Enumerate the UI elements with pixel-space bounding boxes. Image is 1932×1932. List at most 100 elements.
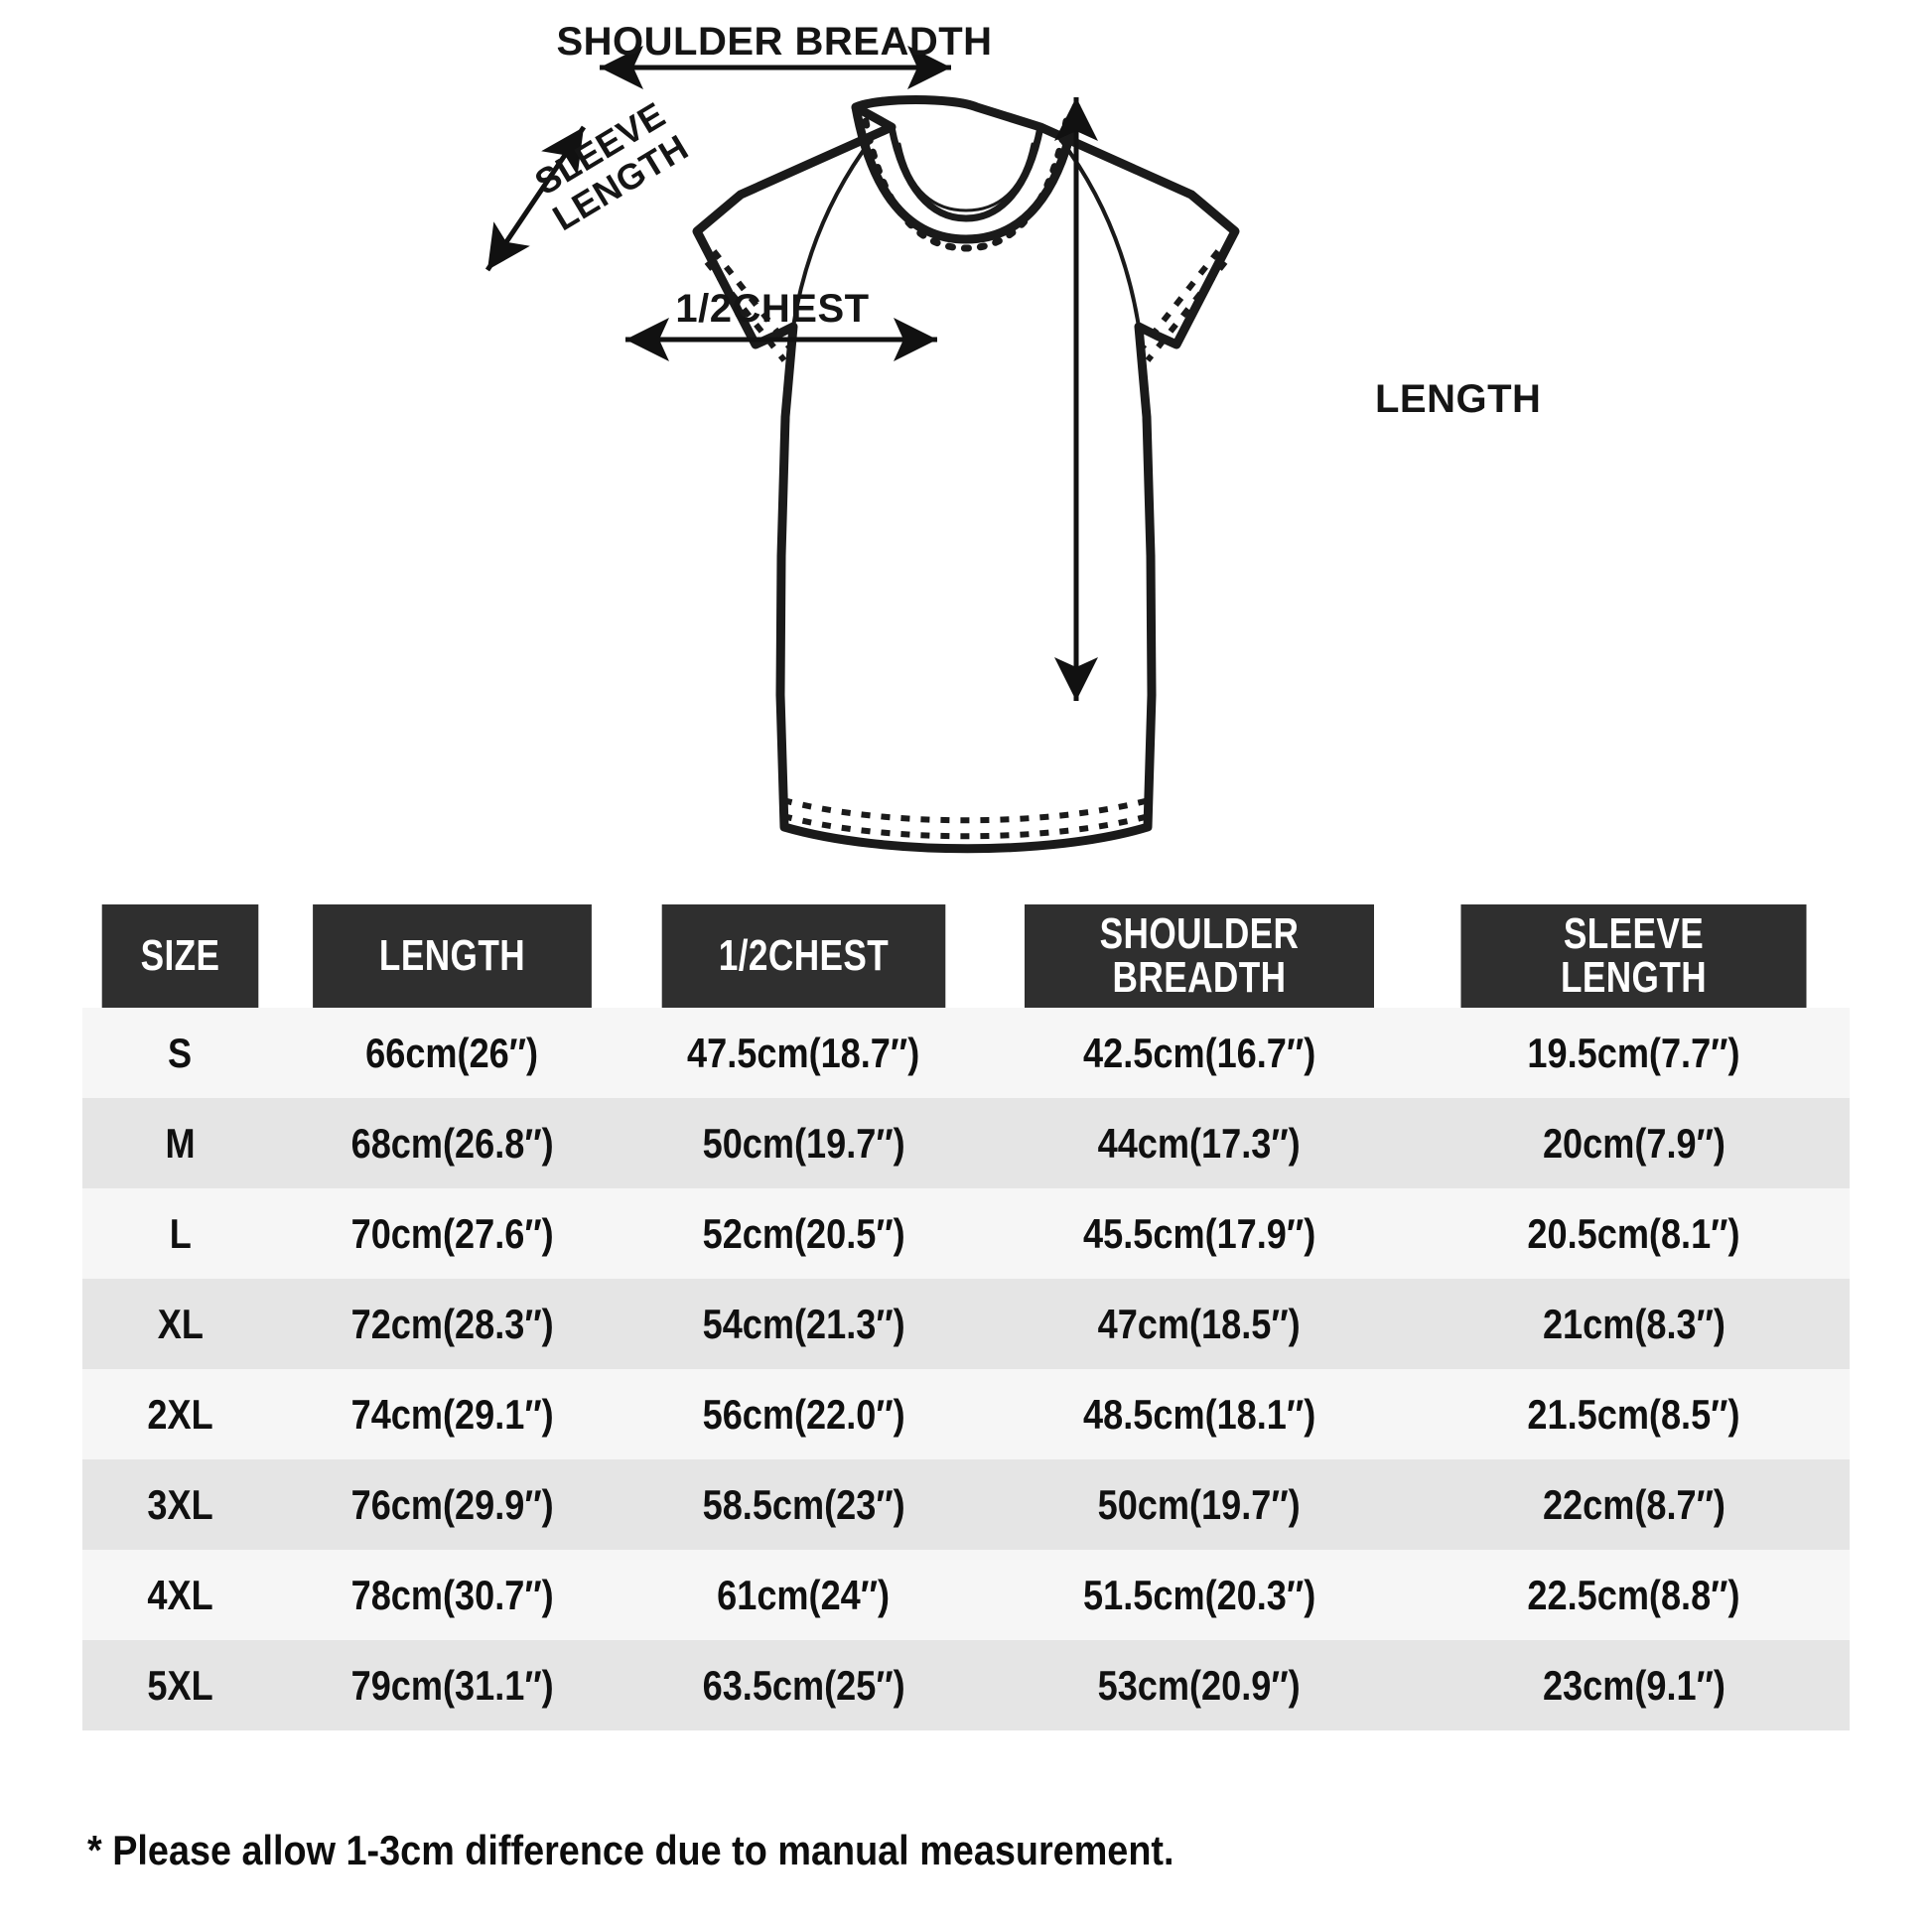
cell-shoulder-breadth-text: 50cm(19.7″)	[1097, 1480, 1302, 1528]
cell-sleeve-length: 23cm(9.1″)	[1418, 1640, 1850, 1730]
cell-size: L	[82, 1188, 278, 1279]
cell-length-text: 68cm(26.8″)	[350, 1119, 554, 1167]
cell-sleeve-length-text: 20cm(7.9″)	[1542, 1119, 1725, 1167]
table-header-row: SIZE LENGTH 1/2CHEST SHOULDER BREADTH	[82, 904, 1850, 1008]
cell-shoulder-breadth: 50cm(19.7″)	[981, 1459, 1418, 1550]
cell-size-text: L	[169, 1209, 192, 1257]
cell-sleeve-length-text: 22.5cm(8.8″)	[1527, 1571, 1740, 1618]
cell-sleeve-length-text: 22cm(8.7″)	[1542, 1480, 1725, 1528]
cell-half-chest: 52cm(20.5″)	[626, 1188, 981, 1279]
tshirt-outline	[692, 95, 1240, 854]
length-label: LENGTH	[1375, 377, 1542, 421]
cell-size-text: 2XL	[147, 1390, 213, 1438]
sleeve-length-arrow	[484, 125, 587, 272]
tshirt-diagram-svg	[484, 46, 1240, 854]
table-row: M 68cm(26.8″) 50cm(19.7″) 44cm(17.3″) 20…	[82, 1098, 1850, 1188]
cell-length-text: 74cm(29.1″)	[350, 1390, 554, 1438]
cell-half-chest: 50cm(19.7″)	[626, 1098, 981, 1188]
cell-shoulder-breadth-text: 42.5cm(16.7″)	[1082, 1029, 1316, 1076]
cell-size-text: 4XL	[147, 1571, 213, 1618]
cell-sleeve-length: 22cm(8.7″)	[1418, 1459, 1850, 1550]
table-header: SIZE LENGTH 1/2CHEST SHOULDER BREADTH	[82, 904, 1850, 1008]
column-header-shoulder-breadth-line2: BREADTH	[1112, 953, 1287, 1002]
cell-half-chest-text: 54cm(21.3″)	[702, 1300, 905, 1347]
cell-length: 68cm(26.8″)	[278, 1098, 626, 1188]
cell-length: 76cm(29.9″)	[278, 1459, 626, 1550]
cell-half-chest: 61cm(24″)	[626, 1550, 981, 1640]
cell-half-chest-text: 52cm(20.5″)	[702, 1209, 905, 1257]
cell-length: 74cm(29.1″)	[278, 1369, 626, 1459]
cell-half-chest: 56cm(22.0″)	[626, 1369, 981, 1459]
cell-half-chest: 63.5cm(25″)	[626, 1640, 981, 1730]
cell-sleeve-length-text: 20.5cm(8.1″)	[1527, 1209, 1740, 1257]
column-header-sleeve-length-line2: LENGTH	[1560, 953, 1708, 1002]
cell-shoulder-breadth-text: 51.5cm(20.3″)	[1082, 1571, 1316, 1618]
cell-shoulder-breadth-text: 48.5cm(18.1″)	[1082, 1390, 1316, 1438]
table-row: XL 72cm(28.3″) 54cm(21.3″) 47cm(18.5″) 2…	[82, 1279, 1850, 1369]
cell-size: M	[82, 1098, 278, 1188]
cell-size: S	[82, 1008, 278, 1098]
size-chart-table: SIZE LENGTH 1/2CHEST SHOULDER BREADTH	[82, 904, 1850, 1730]
right-sleeve-hem-stitch-2	[1145, 260, 1228, 362]
cell-length: 79cm(31.1″)	[278, 1640, 626, 1730]
cell-sleeve-length: 20cm(7.9″)	[1418, 1098, 1850, 1188]
cell-size: 3XL	[82, 1459, 278, 1550]
table-row: 3XL 76cm(29.9″) 58.5cm(23″) 50cm(19.7″) …	[82, 1459, 1850, 1550]
cell-sleeve-length: 21.5cm(8.5″)	[1418, 1369, 1850, 1459]
cell-shoulder-breadth-text: 47cm(18.5″)	[1097, 1300, 1302, 1347]
table-row: 5XL 79cm(31.1″) 63.5cm(25″) 53cm(20.9″) …	[82, 1640, 1850, 1730]
column-header-sleeve-length: SLEEVE LENGTH	[1460, 904, 1807, 1008]
column-header-length-line1: LENGTH	[378, 931, 526, 980]
cell-shoulder-breadth: 53cm(20.9″)	[981, 1640, 1418, 1730]
cell-length: 66cm(26″)	[278, 1008, 626, 1098]
cell-shoulder-breadth: 44cm(17.3″)	[981, 1098, 1418, 1188]
cell-size: 5XL	[82, 1640, 278, 1730]
cell-size: 2XL	[82, 1369, 278, 1459]
cell-shoulder-breadth: 51.5cm(20.3″)	[981, 1550, 1418, 1640]
cell-length-text: 72cm(28.3″)	[350, 1300, 554, 1347]
cell-length-text: 79cm(31.1″)	[350, 1661, 554, 1709]
cell-half-chest: 58.5cm(23″)	[626, 1459, 981, 1550]
measurement-disclaimer: * Please allow 1-3cm difference due to m…	[87, 1827, 1174, 1873]
cell-sleeve-length-text: 19.5cm(7.7″)	[1527, 1029, 1740, 1076]
cell-size-text: XL	[157, 1300, 204, 1347]
column-header-half-chest-line1: 1/2CHEST	[718, 931, 890, 980]
cell-half-chest: 54cm(21.3″)	[626, 1279, 981, 1369]
half-chest-label: 1/2CHEST	[675, 287, 870, 331]
cell-length-text: 78cm(30.7″)	[350, 1571, 554, 1618]
cell-shoulder-breadth-text: 45.5cm(17.9″)	[1082, 1209, 1316, 1257]
cell-shoulder-breadth: 47cm(18.5″)	[981, 1279, 1418, 1369]
cell-half-chest-text: 61cm(24″)	[717, 1571, 891, 1618]
cell-length-text: 70cm(27.6″)	[350, 1209, 554, 1257]
column-header-shoulder-breadth: SHOULDER BREADTH	[1025, 904, 1374, 1008]
cell-half-chest-text: 56cm(22.0″)	[702, 1390, 905, 1438]
cell-length: 78cm(30.7″)	[278, 1550, 626, 1640]
cell-size-text: M	[165, 1119, 196, 1167]
cell-half-chest-text: 47.5cm(18.7″)	[687, 1029, 920, 1076]
cell-shoulder-breadth: 45.5cm(17.9″)	[981, 1188, 1418, 1279]
cell-length-text: 76cm(29.9″)	[350, 1480, 554, 1528]
right-sleeve-hem-stitch-1	[1138, 249, 1221, 351]
cell-size: 4XL	[82, 1550, 278, 1640]
cell-shoulder-breadth: 48.5cm(18.1″)	[981, 1369, 1418, 1459]
cell-sleeve-length: 19.5cm(7.7″)	[1418, 1008, 1850, 1098]
table-body: S 66cm(26″) 47.5cm(18.7″) 42.5cm(16.7″) …	[82, 1008, 1850, 1730]
bottom-hem-stitching	[782, 797, 1150, 840]
cell-sleeve-length: 22.5cm(8.8″)	[1418, 1550, 1850, 1640]
cell-sleeve-length-text: 23cm(9.1″)	[1542, 1661, 1725, 1709]
cell-half-chest: 47.5cm(18.7″)	[626, 1008, 981, 1098]
cell-length: 72cm(28.3″)	[278, 1279, 626, 1369]
cell-half-chest-text: 50cm(19.7″)	[702, 1119, 905, 1167]
column-header-shoulder-breadth-line1: SHOULDER	[1099, 909, 1300, 958]
cell-length-text: 66cm(26″)	[365, 1029, 539, 1076]
cell-size-text: 3XL	[147, 1480, 213, 1528]
column-header-half-chest: 1/2CHEST	[661, 904, 946, 1008]
column-header-size: SIZE	[101, 904, 259, 1008]
column-header-sleeve-length-line1: SLEEVE	[1563, 909, 1705, 958]
column-header-size-line1: SIZE	[140, 931, 220, 980]
cell-shoulder-breadth-text: 53cm(20.9″)	[1097, 1661, 1302, 1709]
cell-half-chest-text: 63.5cm(25″)	[702, 1661, 905, 1709]
cell-size-text: 5XL	[147, 1661, 213, 1709]
cell-size: XL	[82, 1279, 278, 1369]
cell-sleeve-length: 21cm(8.3″)	[1418, 1279, 1850, 1369]
